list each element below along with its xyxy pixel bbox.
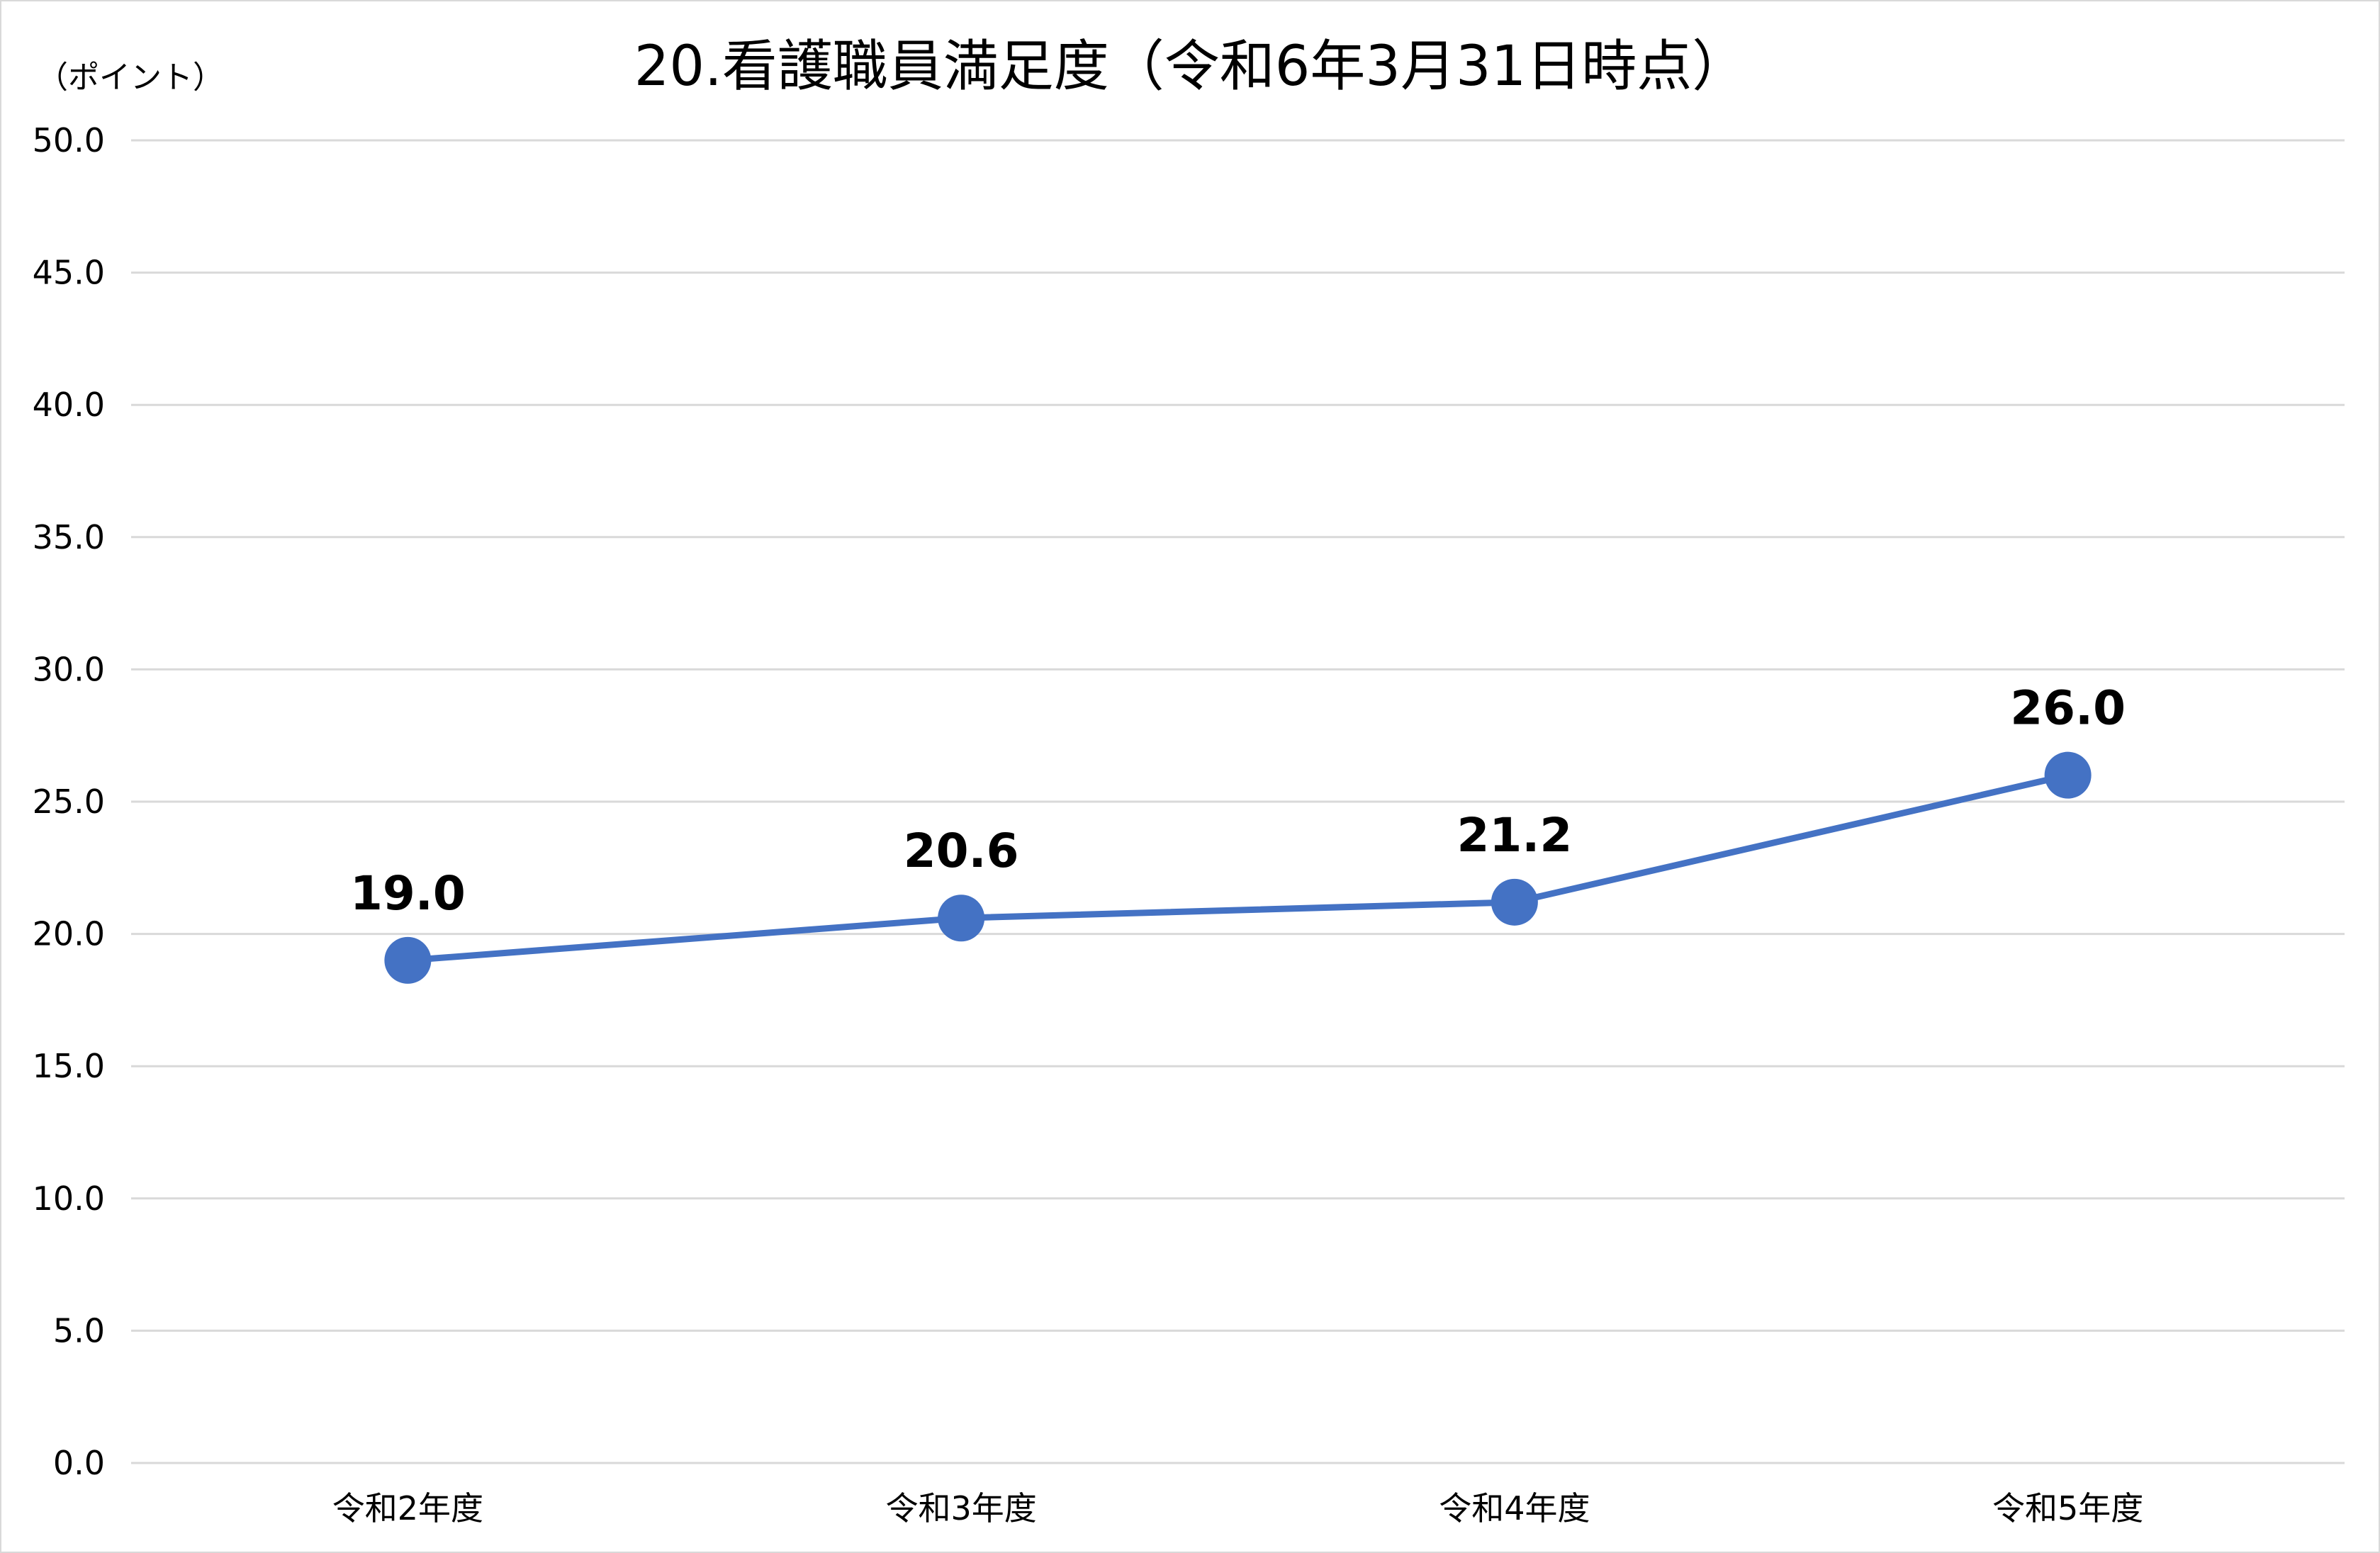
- data-labels: 19.0 20.6 21.2 26.0: [350, 681, 2126, 921]
- y-tick-label: 0.0: [53, 1444, 105, 1482]
- y-tick-label: 20.0: [33, 915, 105, 953]
- x-tick-label: 令和2年度: [332, 1489, 483, 1527]
- x-tick-label: 令和4年度: [1439, 1489, 1590, 1527]
- gridlines: [131, 139, 2345, 1464]
- chart-title: 20.看護職員満足度（令和6年3月31日時点）: [634, 35, 1748, 99]
- data-point: [384, 936, 432, 984]
- data-label: 26.0: [2010, 681, 2126, 736]
- data-label: 20.6: [904, 824, 1019, 878]
- data-label: 19.0: [350, 866, 466, 921]
- series-line: [408, 772, 2069, 964]
- y-tick-label: 35.0: [33, 518, 105, 556]
- y-axis-unit-label: （ポイント）: [37, 60, 224, 96]
- x-axis-ticks: 令和2年度 令和3年度 令和4年度 令和5年度: [332, 1489, 2144, 1527]
- x-tick-label: 令和3年度: [885, 1489, 1036, 1527]
- y-tick-label: 45.0: [33, 254, 105, 292]
- y-tick-label: 30.0: [33, 650, 105, 688]
- data-point: [1491, 878, 1538, 926]
- y-tick-label: 40.0: [33, 386, 105, 424]
- data-point: [938, 895, 985, 942]
- data-label: 21.2: [1456, 808, 1572, 863]
- y-tick-label: 10.0: [33, 1179, 105, 1218]
- y-tick-label: 50.0: [33, 121, 105, 159]
- y-tick-label: 5.0: [53, 1311, 105, 1350]
- y-axis-ticks: 0.0 5.0 10.0 15.0 20.0 25.0 30.0 35.0 40.0 45.0 50…: [33, 121, 105, 1482]
- x-tick-label: 令和5年度: [1992, 1489, 2143, 1527]
- y-tick-label: 25.0: [33, 783, 105, 821]
- data-point: [2044, 751, 2092, 799]
- series-layer: [384, 751, 2092, 984]
- y-tick-label: 15.0: [33, 1047, 105, 1085]
